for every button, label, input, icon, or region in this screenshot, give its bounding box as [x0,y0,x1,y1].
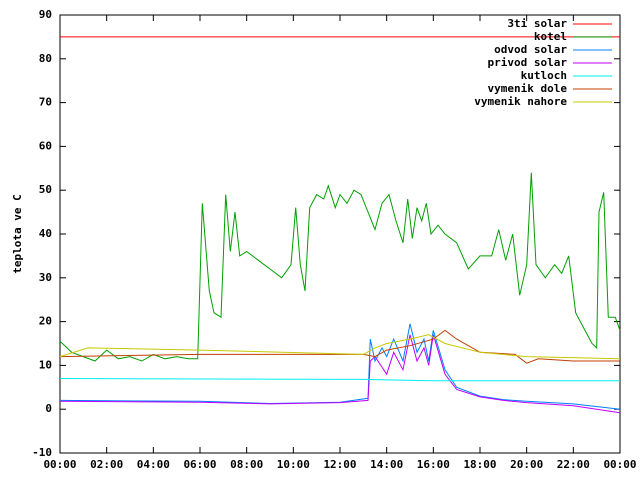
y-axis-label: teplota ve C [11,194,24,273]
y-tick-label: 80 [39,52,52,65]
y-tick-label: 50 [39,183,52,196]
y-tick-label: -10 [32,446,52,459]
legend-label: vymenik nahore [474,95,567,108]
legend-label: 3ti solar [507,17,567,30]
x-tick-label: 04:00 [137,458,170,471]
series-line [59,334,621,360]
legend-label: privod solar [488,56,568,69]
legend-label: vymenik dole [488,82,568,95]
x-tick-label: 16:00 [417,458,450,471]
y-tick-label: 20 [39,315,52,328]
y-tick-label: 0 [45,402,52,415]
series-line [59,334,621,414]
x-tick-label: 12:00 [323,458,356,471]
x-tick-label: 14:00 [370,458,403,471]
x-tick-label: 20:00 [510,458,543,471]
x-tick-label: 10:00 [277,458,310,471]
legend-label: odvod solar [494,43,567,56]
y-tick-label: 70 [39,96,52,109]
x-tick-label: 02:00 [90,458,123,471]
y-tick-label: 10 [39,358,52,371]
series-line [59,378,620,382]
legend-label: kotel [534,30,567,43]
series-line [59,172,621,362]
x-tick-label: 22:00 [557,458,590,471]
plot-border [59,14,621,454]
y-tick-label: 60 [39,139,52,152]
y-tick-label: 90 [39,8,52,21]
x-tick-label: 00:00 [603,458,636,471]
series-line [59,329,620,364]
x-tick-label: 08:00 [230,458,263,471]
legend-label: kutloch [521,69,567,82]
x-tick-label: 00:00 [43,458,76,471]
series-line [59,323,621,410]
x-tick-label: 18:00 [463,458,496,471]
x-tick-label: 06:00 [183,458,216,471]
y-tick-label: 40 [39,227,52,240]
y-tick-label: 30 [39,271,52,284]
